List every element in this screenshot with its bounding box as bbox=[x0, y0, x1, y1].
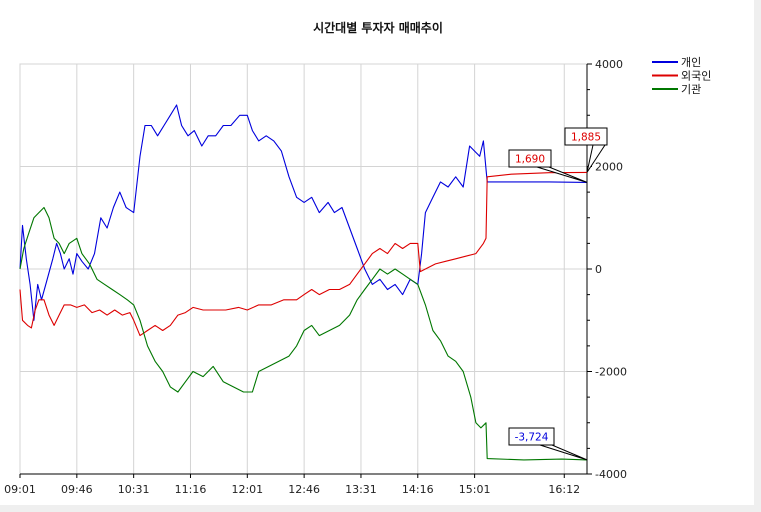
legend-label-1: 개인 bbox=[681, 56, 701, 69]
grid bbox=[19, 63, 588, 475]
callout-label: 1,690 bbox=[515, 154, 545, 166]
chart: 시간대별 투자자 매매추이 4000 2000 0 -2000 -4000 09:01 09… bbox=[4, 20, 711, 496]
y-tick-label: -2000 bbox=[595, 366, 627, 379]
series-line-2 bbox=[19, 171, 588, 337]
callout-label: 1,885 bbox=[571, 132, 601, 144]
x-tick-label: 09:46 bbox=[61, 483, 93, 496]
y-tick-label: 4000 bbox=[595, 58, 623, 71]
x-tick-label: 10:31 bbox=[118, 483, 150, 496]
callouts: 1,885 1,690 -3,724 bbox=[508, 127, 608, 461]
callout-box bbox=[564, 127, 608, 146]
chart-panel: 시간대별 투자자 매매추이 4000 2000 0 -2000 -4000 09:01 09… bbox=[0, 0, 754, 505]
y-tick-label: 2000 bbox=[595, 161, 623, 174]
y-tick-label: 0 bbox=[595, 263, 602, 276]
series-line-3 bbox=[19, 206, 588, 461]
chart-title: 시간대별 투자자 매매추이 bbox=[313, 20, 443, 35]
x-tick-label: 16:12 bbox=[548, 483, 580, 496]
y-tick-label: -4000 bbox=[595, 468, 627, 481]
x-tick-label: 09:01 bbox=[4, 483, 36, 496]
callout-label: -3,724 bbox=[515, 432, 549, 444]
axes: 4000 2000 0 -2000 -4000 09:01 09:46 10:31 11:16 1… bbox=[4, 58, 627, 496]
x-tick-label: 12:46 bbox=[288, 483, 320, 496]
x-tick-label: 13:31 bbox=[345, 483, 377, 496]
x-tick-label: 14:16 bbox=[402, 483, 434, 496]
x-tick-label: 15:01 bbox=[459, 483, 491, 496]
legend-label-2: 외국인 bbox=[681, 70, 711, 83]
callout-box bbox=[508, 149, 552, 168]
series-lines bbox=[19, 104, 588, 461]
callout-box bbox=[508, 427, 555, 446]
callout-pointer bbox=[536, 166, 588, 183]
x-tick-label: 11:16 bbox=[175, 483, 207, 496]
x-tick-label: 12:01 bbox=[231, 483, 263, 496]
callout-pointer bbox=[539, 444, 588, 461]
series-line-1 bbox=[19, 104, 588, 321]
legend-label-3: 기관 bbox=[681, 83, 701, 96]
